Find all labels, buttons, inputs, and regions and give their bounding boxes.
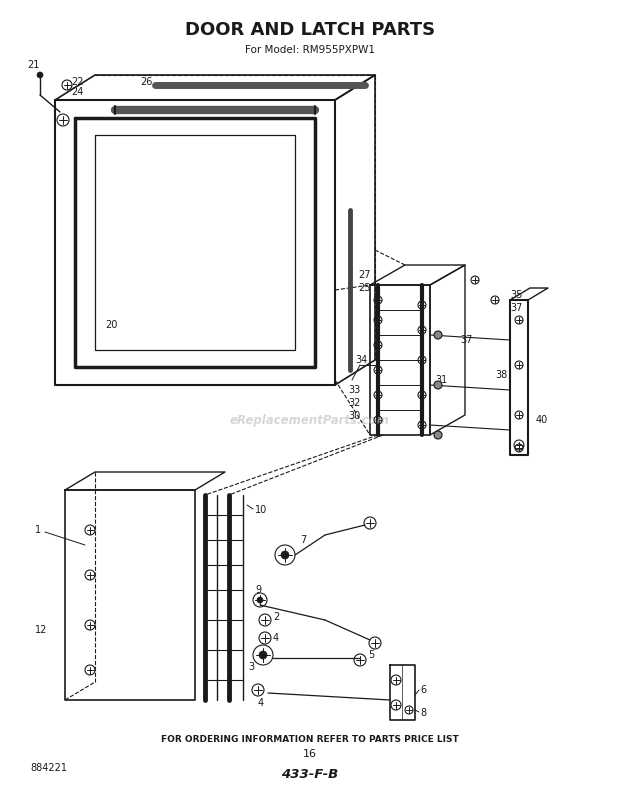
Text: 37: 37 <box>460 335 472 345</box>
Text: 3: 3 <box>248 662 254 672</box>
Text: 22: 22 <box>71 77 84 87</box>
Circle shape <box>434 381 442 389</box>
Text: 20: 20 <box>105 320 117 330</box>
Text: 34: 34 <box>355 355 367 365</box>
Text: DOOR AND LATCH PARTS: DOOR AND LATCH PARTS <box>185 21 435 39</box>
Text: 9: 9 <box>255 585 261 595</box>
Text: 24: 24 <box>71 87 83 97</box>
Text: 884221: 884221 <box>30 763 67 773</box>
Text: 40: 40 <box>536 415 548 425</box>
Text: 2: 2 <box>273 612 279 622</box>
Text: 21: 21 <box>27 60 40 70</box>
Text: 32: 32 <box>348 398 360 408</box>
Text: 10: 10 <box>255 505 267 515</box>
Text: 27: 27 <box>358 270 371 280</box>
Text: 8: 8 <box>420 708 426 718</box>
Text: 25: 25 <box>358 283 371 293</box>
Text: 33: 33 <box>348 385 360 395</box>
Text: 37: 37 <box>510 303 523 313</box>
Text: 26: 26 <box>140 77 153 87</box>
Text: 12: 12 <box>35 625 47 635</box>
Text: 16: 16 <box>303 749 317 759</box>
Circle shape <box>37 72 43 78</box>
Text: 6: 6 <box>420 685 426 695</box>
Circle shape <box>259 651 267 659</box>
Text: 38: 38 <box>495 370 507 380</box>
Text: 4: 4 <box>273 633 279 643</box>
Circle shape <box>257 597 263 603</box>
Text: 30: 30 <box>348 411 360 421</box>
Text: 7: 7 <box>300 535 306 545</box>
Text: eReplacementParts.com: eReplacementParts.com <box>230 413 390 427</box>
Circle shape <box>434 431 442 439</box>
Text: 433-F-B: 433-F-B <box>281 769 339 781</box>
Text: 4: 4 <box>258 698 264 708</box>
Text: 31: 31 <box>435 375 447 385</box>
Circle shape <box>434 331 442 339</box>
Circle shape <box>281 551 289 559</box>
Text: FOR ORDERING INFORMATION REFER TO PARTS PRICE LIST: FOR ORDERING INFORMATION REFER TO PARTS … <box>161 735 459 744</box>
Text: For Model: RM955PXPW1: For Model: RM955PXPW1 <box>245 45 375 55</box>
Text: 5: 5 <box>368 650 374 660</box>
Text: 35: 35 <box>510 290 523 300</box>
Text: 1: 1 <box>35 525 41 535</box>
